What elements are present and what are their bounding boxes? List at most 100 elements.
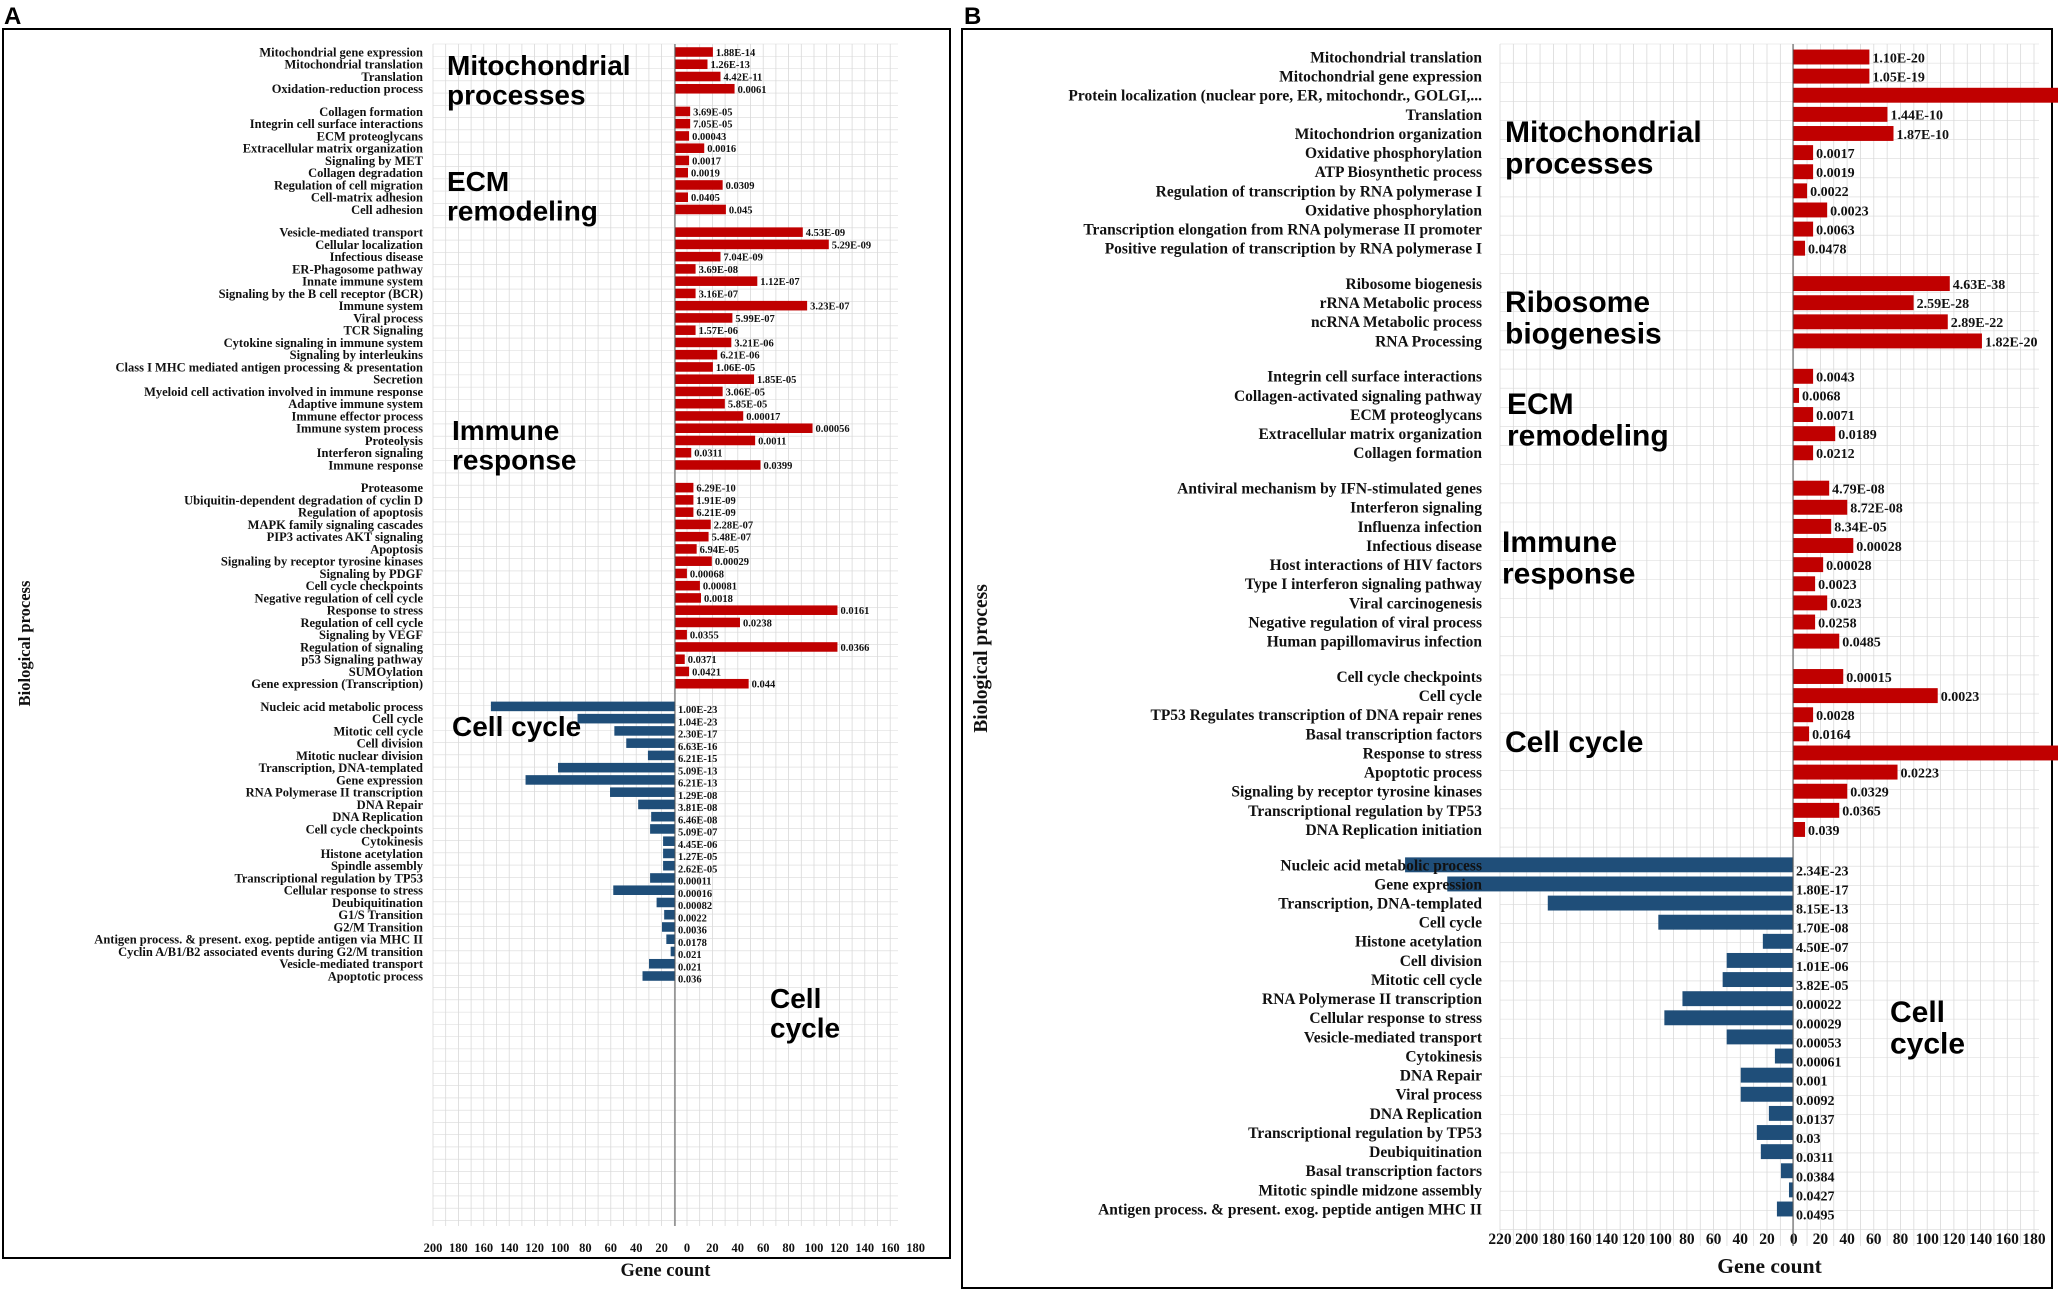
bar-upregulated [675, 143, 705, 153]
p-value-label: 2.34E-23 [1796, 864, 1849, 879]
p-value-label: 0.0371 [688, 655, 717, 666]
p-value-label: 0.0178 [678, 938, 707, 949]
group-label: remodeling [1507, 420, 1669, 453]
bar-upregulated [675, 568, 687, 579]
bar-upregulated [675, 251, 721, 262]
p-value-label: 0.00029 [715, 557, 749, 568]
bar-upregulated [675, 374, 755, 384]
p-value-label: 0.0043 [1816, 371, 1855, 386]
p-value-label: 0.0161 [840, 606, 869, 617]
bar-upregulated [1793, 314, 1948, 330]
bar-upregulated [1793, 68, 1870, 84]
category-label: Extracellular matrix organization [1258, 426, 1482, 443]
category-label: Cell division [1400, 953, 1483, 970]
category-label: Mitochondrion organization [1295, 126, 1483, 143]
category-label: Transcriptional regulation by TP53 [234, 871, 423, 885]
p-value-label: 0.021 [678, 962, 702, 973]
category-label: Ribosome biogenesis [1346, 276, 1483, 293]
p-value-label: 0.0028 [1816, 709, 1855, 724]
category-label: Viral process [1395, 1087, 1482, 1104]
bar-upregulated [1793, 87, 2058, 103]
category-label: G1/S Transition [338, 908, 423, 922]
bar-downregulated [649, 958, 675, 969]
category-label: Vesicle-mediated transport [279, 226, 423, 240]
p-value-label: 0.021 [678, 950, 702, 961]
p-value-label: 0.00081 [703, 582, 737, 593]
bar-downregulated [1682, 991, 1793, 1007]
category-label: DNA Replication [1370, 1106, 1483, 1123]
p-value-label: 0.0137 [1796, 1113, 1835, 1128]
p-value-label: 0.0063 [1816, 223, 1855, 238]
p-value-label: 1.70E-08 [1796, 922, 1849, 937]
bar-upregulated [675, 288, 696, 299]
bar-upregulated [1793, 145, 1814, 161]
category-label: ECM proteoglycans [317, 129, 423, 143]
group-label: cycle [770, 1012, 840, 1043]
p-value-label: 0.0223 [1901, 766, 1940, 781]
p-value-label: 0.0478 [1808, 243, 1847, 258]
p-value-label: 0.00082 [678, 901, 712, 912]
category-label: Transcription, DNA-templated [1278, 895, 1482, 912]
bar-upregulated [1793, 783, 1848, 799]
x-tick-label: 100 [1916, 1231, 1940, 1248]
p-value-label: 5.09E-07 [678, 828, 717, 839]
p-value-label: 0.0061 [738, 85, 767, 96]
bar-upregulated [675, 264, 696, 274]
category-label: Cell cycle checkpoints [1336, 669, 1482, 686]
bar-upregulated [675, 593, 701, 603]
bar-upregulated [1793, 368, 1814, 384]
group-label: biogenesis [1505, 318, 1662, 351]
category-label: Regulation of cell migration [274, 178, 423, 192]
p-value-label: 0.0017 [692, 156, 721, 167]
bar-upregulated [675, 192, 688, 202]
p-value-label: 5.85E-05 [728, 400, 767, 411]
panel-label: B [964, 3, 981, 30]
bar-upregulated [675, 482, 694, 493]
p-value-label: 0.0019 [691, 169, 720, 180]
category-label: Infectious disease [330, 250, 424, 264]
category-label: Spindle assembly [331, 859, 424, 873]
x-tick-label: 160 [474, 1241, 493, 1255]
category-label: Gene expression [1374, 876, 1482, 893]
category-label: Cellular response to stress [1309, 1010, 1482, 1027]
category-label: Signaling by receptor tyrosine kinases [221, 555, 423, 569]
category-label: p53 Signaling pathway [301, 653, 423, 667]
category-label: ER-Phagosome pathway [292, 262, 424, 276]
bar-downregulated [558, 762, 675, 773]
bar-upregulated [675, 495, 694, 505]
p-value-label: 0.0016 [707, 144, 736, 155]
p-value-label: 0.00011 [678, 877, 712, 888]
bar-downregulated [490, 701, 675, 712]
bar-group: 1.00E-23 Nucleic acid metabolic process 1.… [94, 700, 840, 1044]
bar-group: 4.79E-08 Antiviral mechanism by IFN-stimu… [1177, 481, 1903, 651]
p-value-label: 0.0018 [704, 594, 733, 605]
p-value-label: 1.04E-23 [678, 717, 717, 728]
bar-downregulated [647, 750, 675, 761]
category-label: Cell cycle [1419, 688, 1482, 705]
category-label: Gene expression (Transcription) [251, 677, 423, 691]
bar-downregulated [663, 836, 675, 846]
category-label: Infectious disease [1366, 538, 1482, 555]
category-label: DNA Replication initiation [1305, 822, 1482, 839]
category-label: Extracellular matrix organization [243, 142, 423, 156]
x-tick-label: 100 [1649, 1231, 1673, 1248]
p-value-label: 1.88E-14 [716, 48, 756, 59]
bar-upregulated [1793, 688, 1938, 704]
category-label: DNA Repair [1400, 1068, 1482, 1085]
category-label: Signaling by VEGF [319, 628, 423, 642]
p-value-label: 5.29E-09 [832, 240, 871, 251]
p-value-label: 0.00028 [1826, 559, 1872, 574]
group-label: response [1502, 558, 1635, 591]
p-value-label: 0.00022 [1796, 998, 1842, 1013]
bar-upregulated [1793, 614, 1816, 630]
bar-upregulated [675, 654, 685, 664]
p-value-label: 0.00053 [1796, 1036, 1842, 1051]
category-label: Viral process [353, 311, 423, 325]
bar-upregulated [1793, 557, 1824, 573]
category-label: Influenza infection [1358, 519, 1483, 536]
group-label: Cell cycle [1505, 726, 1643, 759]
category-label: Collagen formation [1353, 445, 1482, 462]
bar-downregulated [1788, 1182, 1793, 1198]
bar-downregulated [650, 873, 675, 883]
